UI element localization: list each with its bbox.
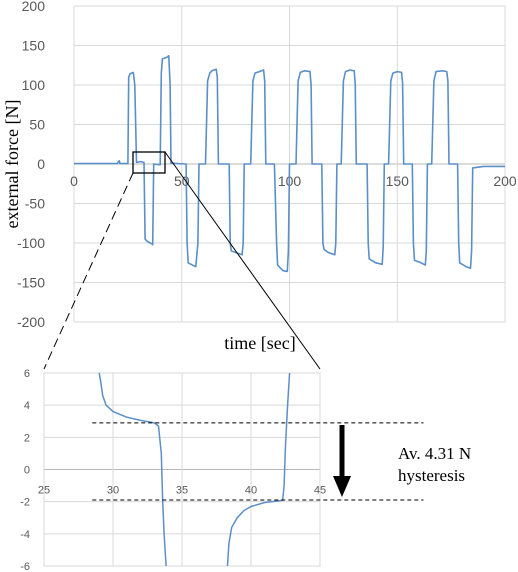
inset-x-tick-label: 30: [107, 485, 119, 497]
inset-x-tick-labels: 25 30 35 40 45: [38, 485, 326, 497]
main-y-tick-label: 0: [37, 156, 45, 172]
inset-reference-lines: [92, 422, 424, 501]
inset-y-tick-labels: 6 4 2 0 -2 -4 -6: [20, 368, 30, 572]
zoom-connector-right: [164, 151, 321, 370]
inset-y-tick-label: -2: [20, 497, 30, 509]
main-chart: 200 150 100 50 0 -50 -100 -150 -200 0 50 100 150 200…: [2, 0, 517, 353]
inset-series-line-2: [226, 372, 291, 567]
inset-y-tick-label: -6: [20, 561, 30, 572]
main-y-tick-label: -50: [25, 196, 45, 212]
main-y-tick-label: 200: [22, 0, 46, 14]
main-y-axis-title: external force [N]: [2, 100, 22, 229]
zoom-box: [132, 151, 166, 174]
main-x-axis-title: time [sec]: [224, 333, 295, 353]
hysteresis-arrow-head: [333, 476, 351, 497]
main-force-series-line: [74, 54, 505, 273]
inset-chart: 6 4 2 0 -2 -4 -6 25 30 35 40 45: [20, 368, 424, 572]
hysteresis-annotation: Av. 4.31 N hysteresis: [333, 425, 471, 497]
inset-y-tick-label: 6: [24, 368, 30, 380]
inset-x-tick-label: 40: [245, 485, 257, 497]
hysteresis-value-label: Av. 4.31 N: [398, 444, 471, 463]
inset-series-line-1: [98, 372, 167, 567]
inset-x-tick-label: 35: [176, 485, 188, 497]
hysteresis-label: hysteresis: [398, 466, 465, 485]
zoom-connector-left: [43, 172, 134, 370]
main-x-tick-label: 0: [70, 173, 78, 189]
main-y-tick-label: 150: [22, 38, 46, 54]
main-x-tick-label: 150: [386, 173, 410, 189]
main-y-tick-label: -100: [17, 235, 45, 251]
inset-x-tick-label: 45: [314, 485, 326, 497]
main-y-tick-label: 50: [29, 117, 45, 133]
inset-x-tick-label: 25: [38, 485, 50, 497]
inset-y-tick-label: 4: [24, 400, 30, 412]
main-x-tick-labels: 0 50 100 150 200: [70, 173, 517, 189]
inset-y-tick-label: 2: [24, 432, 30, 444]
main-y-tick-label: -200: [17, 314, 45, 330]
zoom-indicator: [43, 151, 321, 370]
main-x-tick-label: 200: [493, 173, 517, 189]
inset-y-tick-label: -4: [20, 529, 30, 541]
main-y-tick-labels: 200 150 100 50 0 -50 -100 -150 -200: [17, 0, 45, 330]
inset-y-tick-label: 0: [24, 465, 30, 477]
main-y-tick-label: -150: [17, 275, 45, 291]
main-y-tick-label: 100: [22, 77, 46, 93]
inset-series: [98, 372, 291, 567]
